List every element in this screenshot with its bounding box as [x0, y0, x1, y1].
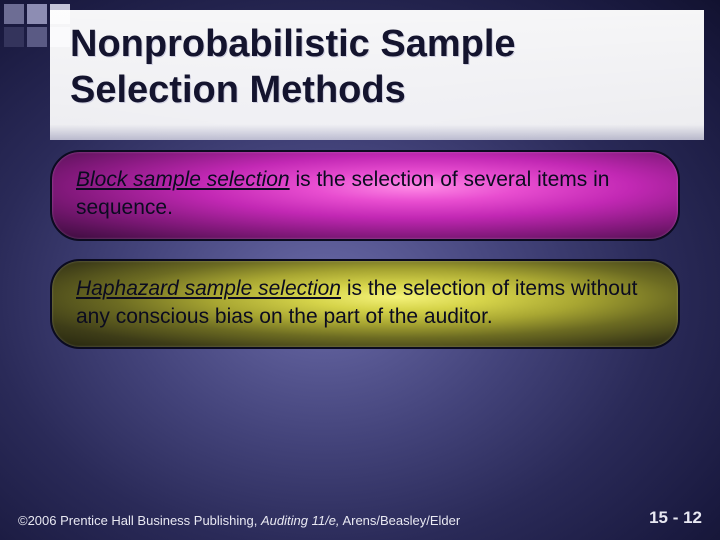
deco-sq: [4, 4, 24, 24]
deco-sq: [27, 4, 47, 24]
copyright-book: Auditing 11/e,: [261, 513, 340, 528]
page-number: 15 - 12: [649, 508, 702, 528]
page-title: Nonprobabilistic Sample Selection Method…: [70, 22, 684, 113]
term: Haphazard sample selection: [76, 277, 341, 300]
term: Block sample selection: [76, 168, 290, 191]
definition-card-haphazard: Haphazard sample selection is the select…: [50, 259, 680, 350]
copyright-authors: Arens/Beasley/Elder: [340, 513, 461, 528]
definition-card-block: Block sample selection is the selection …: [50, 150, 680, 241]
footer: ©2006 Prentice Hall Business Publishing,…: [18, 508, 702, 528]
deco-sq: [4, 27, 24, 47]
footer-copyright: ©2006 Prentice Hall Business Publishing,…: [18, 513, 460, 528]
content-area: Block sample selection is the selection …: [50, 150, 680, 367]
copyright-publisher: ©2006 Prentice Hall Business Publishing,: [18, 513, 261, 528]
deco-sq: [27, 27, 47, 47]
title-block: Nonprobabilistic Sample Selection Method…: [50, 10, 704, 140]
